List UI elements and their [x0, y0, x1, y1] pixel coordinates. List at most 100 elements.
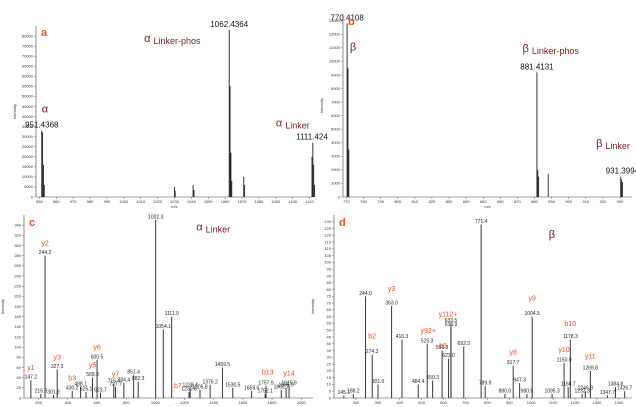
peak-mz-label: 600.5: [91, 354, 104, 360]
x-tick-label: 1000: [119, 199, 129, 204]
fragment-ion-label: y7: [112, 372, 120, 379]
species-name: Linker: [206, 224, 231, 234]
peak-mz-label: 410.3: [396, 334, 409, 340]
x-tick-label: 850: [480, 199, 487, 204]
x-tick-label: 1070: [238, 199, 248, 204]
species-greek: β: [523, 43, 529, 55]
y-tick-label: 0: [31, 194, 34, 199]
species-name: Linker-phos: [532, 46, 580, 56]
fragment-ion-label: b10: [564, 321, 576, 328]
fragment-ion-label: y3: [53, 354, 61, 361]
peak-mz-label: 1752.1: [257, 388, 273, 394]
fragment-ion-label: y3: [388, 286, 396, 293]
peak-mz-label: 244.2: [39, 250, 52, 256]
peak-mz-label: 430.2: [66, 385, 79, 391]
fragment-ion-label: b3: [68, 376, 76, 383]
y-tick-label: 55000: [22, 84, 34, 89]
peak-mz-label: 882.3: [132, 376, 145, 382]
y-axis-label: Intensity: [12, 104, 17, 119]
y-tick-label: 0: [338, 194, 341, 199]
y-tick-label: 45: [327, 334, 332, 339]
y-tick-label: 5000: [331, 127, 341, 132]
species-label: α Linker-phos: [144, 33, 201, 46]
y-tick-label: 40: [17, 375, 22, 380]
y-tick-label: 110: [325, 246, 332, 251]
peak-mz-label: 488.1: [74, 381, 87, 387]
y-tick-label: 100: [14, 344, 21, 349]
peak-mz-label: 147.2: [25, 375, 38, 381]
peak-mz-label: 363.0: [385, 300, 398, 306]
peak-mz-label: 947.3: [513, 378, 526, 384]
y-axis-label: Intensity: [0, 299, 5, 314]
x-tick-label: 1400: [209, 400, 219, 405]
peak-mz-label: 274.3: [366, 349, 379, 355]
y-tick-label: 10000: [329, 59, 341, 64]
peak-mz-label: 301.0: [372, 379, 385, 385]
x-tick-label: 500: [418, 400, 425, 405]
y-tick-label: 25: [327, 361, 332, 366]
x-tick-label: 1100: [288, 199, 297, 204]
y-tick-label: 40000: [22, 114, 34, 119]
x-tick-label: 790: [377, 199, 384, 204]
y-axis-label: Intensity: [319, 98, 324, 113]
x-axis-label: m/z: [165, 405, 171, 407]
y-tick-label: 220: [14, 283, 21, 288]
x-tick-label: 1020: [153, 199, 163, 204]
x-tick-label: 860: [497, 199, 504, 204]
y-tick-label: 200: [14, 294, 21, 299]
x-tick-label: 920: [600, 199, 607, 204]
fragment-ion-label: y92+: [421, 328, 436, 335]
chart-panel-d: 0510152025303540455055606570758085909510…: [310, 215, 633, 407]
y-tick-label: 5000: [24, 184, 34, 189]
peak-mz-label: 569.3: [86, 372, 99, 378]
y-tick-label: 340: [14, 222, 21, 227]
fragment-ion-label: y5: [89, 363, 97, 370]
peak-mz-label: 1111.9: [165, 311, 179, 317]
peak-mz-label: 771.4: [475, 219, 488, 225]
x-tick-label: 840: [463, 199, 470, 204]
x-tick-label: 810: [411, 199, 418, 204]
x-tick-label: 600: [440, 400, 447, 405]
y-tick-label: 35000: [22, 124, 34, 129]
panel-letter: a: [41, 27, 48, 39]
y-tick-label: 45000: [22, 104, 34, 109]
x-tick-label: 2000: [297, 400, 307, 405]
y-tick-label: 260: [14, 263, 21, 268]
x-tick-label: 300: [374, 400, 381, 405]
x-tick-label: 700: [462, 400, 469, 405]
x-axis-label: m/z: [480, 405, 486, 407]
peak-mz-label: 1238.4: [183, 382, 199, 388]
x-tick-label: 950: [36, 199, 43, 204]
chart-panel-b: 0 1000 2000 3000 4000 5000 6000 7000 8000 9000 100…: [319, 13, 636, 209]
peak-mz-label: 1095.3: [544, 388, 560, 394]
fragment-ion-label: b13: [262, 370, 274, 377]
peak-mz-label: 1459.5: [215, 362, 231, 368]
peak-mz-label: 1150.0: [557, 357, 572, 363]
x-tick-label: 880: [531, 199, 538, 204]
y-tick-label: 7000: [331, 99, 341, 104]
y-tick-label: 55: [327, 321, 332, 326]
y-tick-label: 25000: [22, 144, 34, 149]
x-tick-label: 1040: [187, 199, 197, 204]
x-tick-label: 800: [123, 400, 130, 405]
y-tick-label: 95: [327, 267, 332, 272]
peak-mz-label: 1054.1: [156, 324, 172, 330]
species-greek: α: [196, 221, 203, 233]
species-greek: α: [42, 104, 49, 116]
fragment-ion-label: b5: [439, 343, 447, 350]
peak-mz-label: 917.7: [507, 360, 520, 366]
peak-mz-label: 1230.6: [181, 386, 197, 392]
fragment-ion-label: y10: [558, 347, 569, 354]
x-tick-label: 1060: [221, 199, 231, 204]
peak-mz-label: 1757.9: [258, 380, 274, 386]
y-tick-label: 300: [14, 243, 21, 248]
peak-mz-label: 1062.4364: [210, 20, 248, 29]
x-tick-label: 800: [484, 400, 491, 405]
species-greek: α: [144, 33, 151, 45]
x-tick-label: 780: [360, 199, 367, 204]
x-tick-label: 1800: [268, 400, 278, 405]
peak-mz-label: 188.2: [347, 388, 360, 394]
species-greek: β: [350, 42, 356, 54]
y-tick-label: 65: [327, 307, 332, 312]
